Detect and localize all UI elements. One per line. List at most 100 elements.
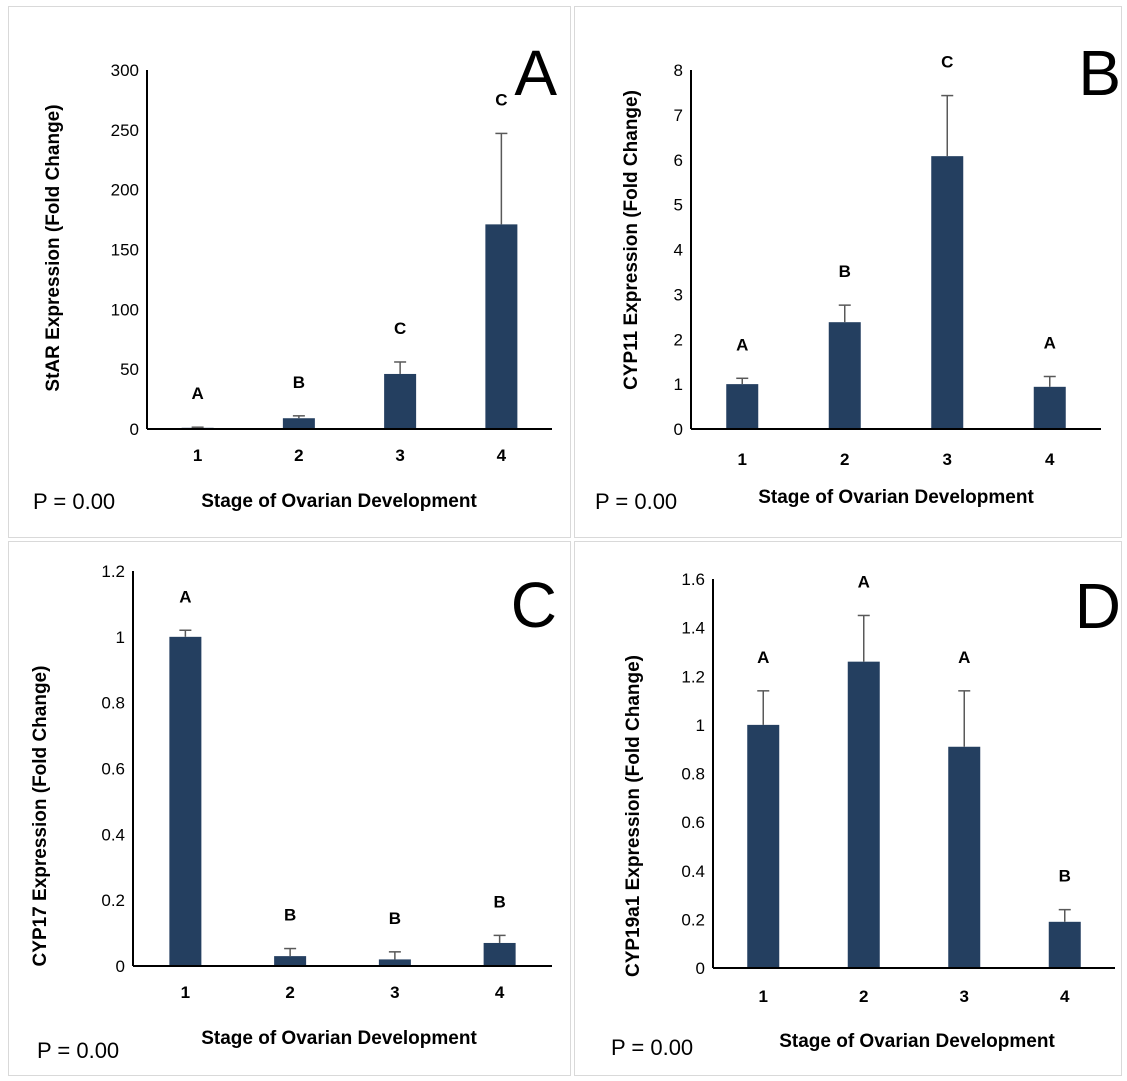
x-tick-label: 4 [495,983,505,1002]
significance-letter: A [1044,333,1056,352]
chart-d: CYP19a1 Expression (Fold Change) Stage o… [611,570,1121,1060]
y-tick-label: 1.2 [681,667,705,686]
bar-stage-4 [485,224,518,429]
y-tick-label: 0 [696,959,705,978]
y-tick-label: 150 [111,241,139,260]
p-value-label: P = 0.00 [595,489,677,514]
y-tick-label: 0.8 [681,765,705,784]
y-tick-label: 6 [674,151,683,170]
panel-letter: C [511,569,557,641]
svg-text:StAR Expression (Fold Change): StAR Expression (Fold Change) [43,104,64,391]
y-tick-label: 2 [674,330,683,349]
bar-stage-3 [378,959,411,966]
panel-b: CYP11 Expression (Fold Change) Stage of … [574,6,1122,538]
x-axis-label: Stage of Ovarian Development [758,487,1034,508]
x-tick-label: 1 [181,983,190,1002]
bar-stage-2 [274,956,307,966]
y-tick-label: 0.4 [101,825,125,844]
x-axis-label: Stage of Ovarian Development [201,1028,477,1049]
y-tick-label: 0 [674,420,683,439]
bar-stage-4 [1033,386,1066,429]
y-axis-label: CYP11 Expression (Fold Change) [621,90,642,390]
x-tick-label: 1 [193,446,202,465]
significance-letter: B [293,373,305,392]
bar-stage-2 [282,418,315,429]
significance-letter: B [839,262,851,281]
significance-letter: A [757,648,769,667]
significance-letter: A [736,335,748,354]
significance-letter: C [394,319,406,338]
y-tick-label: 1 [674,375,683,394]
significance-letter: B [1059,867,1071,886]
significance-letter: A [958,648,970,667]
x-axis-label: Stage of Ovarian Development [201,491,477,512]
y-tick-label: 1.2 [101,562,125,581]
error-bar [838,304,851,323]
y-tick-label: 0.6 [681,813,705,832]
error-bar [292,415,305,419]
y-tick-label: 100 [111,300,139,319]
y-tick-label: 250 [111,121,139,140]
bar-stage-3 [931,156,964,429]
error-bar [493,934,506,943]
x-tick-label: 4 [497,446,507,465]
error-bar [284,947,297,957]
panel-c: CYP17 Expression (Fold Change) Stage of … [8,541,571,1076]
error-bar [941,94,954,157]
svg-text:CYP17 Expression (Fold Change): CYP17 Expression (Fold Change) [30,666,51,967]
significance-letter: A [191,384,203,403]
x-tick-label: 3 [960,987,969,1006]
bar-stage-3 [948,746,981,968]
p-value-label: P = 0.00 [611,1035,693,1060]
y-tick-label: 1.4 [681,619,705,638]
y-tick-label: 300 [111,61,139,80]
y-tick-label: 1 [116,628,125,647]
y-tick-label: 5 [674,196,683,215]
y-tick-label: 0.4 [681,862,705,881]
p-value-label: P = 0.00 [37,1038,119,1063]
bar-stage-4 [1048,921,1081,968]
x-tick-label: 3 [395,446,404,465]
bar-stage-2 [828,322,861,429]
y-tick-label: 0.2 [681,910,705,929]
bar-stage-1 [747,724,780,968]
bar-stage-1 [169,636,202,966]
y-tick-label: 0 [116,957,125,976]
panel-letter: B [1078,37,1121,109]
chart-b: CYP11 Expression (Fold Change) Stage of … [595,37,1121,514]
x-axis-label: Stage of Ovarian Development [779,1031,1055,1052]
significance-letter: B [493,892,505,911]
error-bar [857,614,870,662]
x-tick-label: 3 [943,450,952,469]
y-tick-label: 1.6 [681,570,705,589]
bar-stage-1 [726,384,759,429]
panel-a: StAR Expression (Fold Change) Stage of O… [8,6,571,538]
x-tick-label: 3 [390,983,399,1002]
x-tick-label: 1 [738,450,747,469]
panel-letter: A [514,37,557,109]
error-bar [757,690,770,725]
error-bar [1058,908,1071,922]
svg-text:CYP11 Expression (Fold Change): CYP11 Expression (Fold Change) [621,90,642,390]
chart-a: StAR Expression (Fold Change) Stage of O… [33,37,557,514]
y-tick-label: 8 [674,61,683,80]
x-tick-label: 4 [1060,987,1070,1006]
y-tick-label: 4 [674,241,683,260]
y-tick-label: 0 [130,420,139,439]
significance-letter: C [495,90,507,109]
y-tick-label: 7 [674,106,683,125]
error-bar [958,690,971,747]
significance-letter: B [284,906,296,925]
p-value-label: P = 0.00 [33,489,115,514]
y-tick-label: 200 [111,181,139,200]
y-axis-label: CYP17 Expression (Fold Change) [30,666,51,967]
y-tick-label: 0.8 [101,694,125,713]
bar-stage-4 [483,942,516,966]
x-tick-label: 1 [759,987,768,1006]
y-tick-label: 0.6 [101,760,125,779]
x-tick-label: 4 [1045,450,1055,469]
x-tick-label: 2 [859,987,868,1006]
error-bar [191,426,204,428]
panel-letter: D [1075,570,1121,642]
y-axis-label: StAR Expression (Fold Change) [43,104,64,391]
